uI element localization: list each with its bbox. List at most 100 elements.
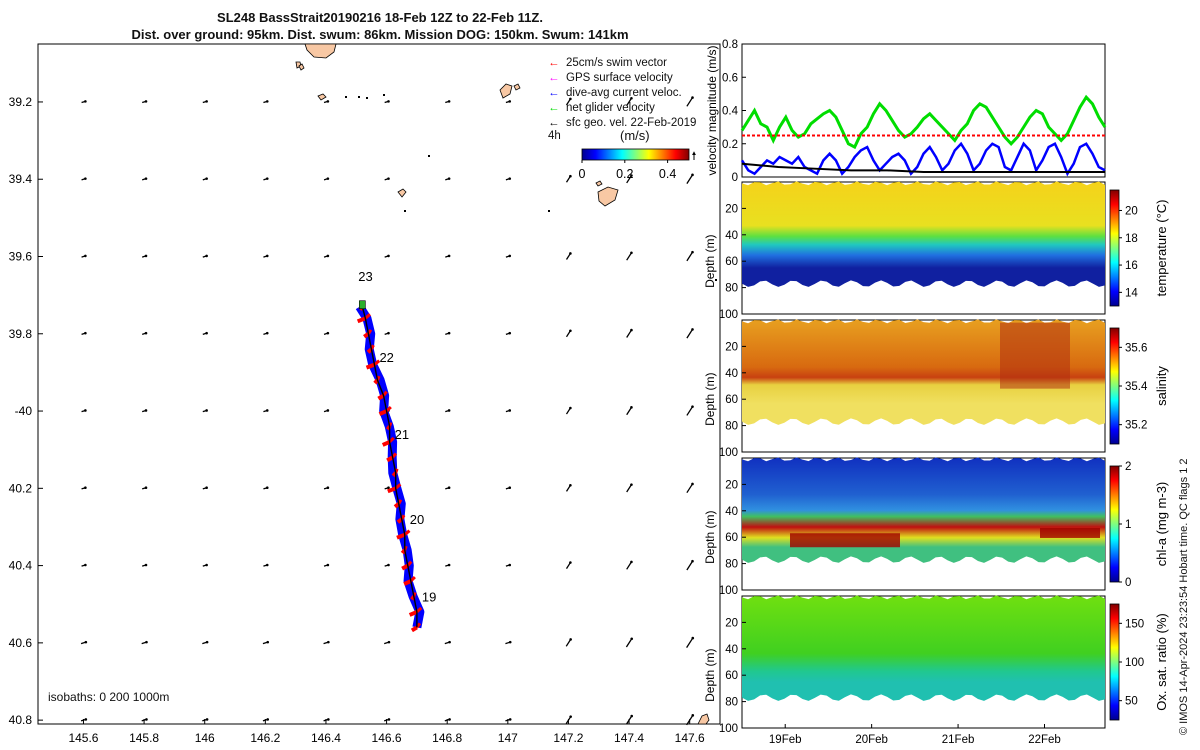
arrow-head: [205, 177, 208, 180]
y-tick-label: 39.8: [9, 327, 33, 341]
arrow-head: [387, 331, 390, 335]
isobaths-label: isobaths: 0 200 1000m: [48, 690, 170, 704]
surface-velocity-arrow: [626, 175, 632, 184]
arrow-head: [326, 254, 330, 258]
depth-tick-label: 20: [725, 617, 738, 629]
chl-maximum-patch: [790, 533, 900, 548]
imos-credit: © IMOS 14-Apr-2024 23:23:54 Hobart time.…: [1178, 458, 1190, 735]
x-tick-label: 147.6: [675, 731, 705, 745]
surface-velocity-arrow: [686, 329, 694, 339]
colorbar-tick-label: 50: [1125, 696, 1138, 708]
x-tick-label: 147.2: [553, 731, 583, 745]
arrow-head: [326, 100, 330, 103]
swim-vector: [378, 409, 388, 416]
colorbar-tick-label: 1: [1125, 519, 1131, 531]
arrow-head: [266, 640, 270, 644]
day-label: 22: [379, 350, 393, 365]
arrow-head: [447, 177, 451, 180]
arrow-head: [205, 100, 208, 103]
arrow-head: [691, 250, 694, 254]
arrow-head: [144, 486, 148, 490]
colorbar-label: Ox. sat. ratio (%): [1154, 613, 1169, 711]
swim-vector: [385, 405, 392, 413]
arrow-head: [326, 177, 330, 180]
arrow-head: [447, 563, 451, 567]
velocity-series-line: [740, 141, 1106, 177]
arrow-head: [447, 100, 451, 103]
surface-velocity-arrow: [686, 174, 694, 184]
colorbar-tick-label: 100: [1125, 657, 1144, 669]
depth-ylabel: Depth (m): [703, 235, 717, 288]
colorbar: [1109, 465, 1120, 583]
arrow-head: [205, 563, 208, 567]
arrow-head: [265, 563, 269, 567]
surface-velocity-arrow: [625, 638, 633, 648]
arrow-head: [327, 640, 330, 644]
y-tick-label: 0.2: [722, 139, 738, 151]
depth-tick-label: 100: [719, 585, 738, 597]
depth-tick-label: 60: [725, 532, 738, 544]
swim-vector: [377, 393, 385, 401]
arrow-head: [205, 331, 208, 335]
heatmap-field: [742, 181, 1105, 287]
arrow-head: [569, 561, 572, 564]
colorbar-units: (m/s): [620, 128, 650, 143]
day-label: 21: [395, 427, 409, 442]
day-label: 23: [358, 269, 372, 284]
arrow-head: [691, 405, 694, 408]
arrow-head: [508, 718, 512, 721]
surface-velocity-arrow: [626, 97, 632, 107]
depth-tick-label: 100: [719, 447, 738, 459]
depth-ylabel: Depth (m): [703, 511, 717, 564]
legend-label: 25cm/s swim vector: [566, 57, 667, 69]
arrow-head: [630, 96, 633, 100]
high-salinity-patch: [1000, 322, 1070, 389]
arrow-head: [84, 254, 87, 258]
x-tick-label: 146.6: [372, 731, 402, 745]
depth-tick-label: 40: [725, 644, 738, 656]
arrow-head: [448, 640, 451, 644]
x-tick-label: 146: [195, 731, 215, 745]
arrow-head: [508, 409, 512, 412]
arrow-head: [144, 331, 148, 335]
arrow-head: [691, 559, 694, 563]
surface-velocity-arrow: [626, 406, 632, 416]
y-tick-label: 39.2: [9, 95, 33, 109]
colorbar-tick-label: 0.4: [659, 167, 676, 181]
arrow-head: [387, 486, 390, 490]
map-y-axis: 39.2 39.4 39.6 39.8 -40 40.2 40.4 40.6 40.8: [9, 95, 43, 727]
arrow-head: [447, 331, 451, 335]
depth-tick-label: 40: [725, 230, 738, 242]
arrow-head: [508, 254, 512, 258]
red-arrow-icon: ←: [548, 57, 560, 69]
time-axis: 19Feb 20Feb 21Feb 22Feb: [769, 724, 1061, 746]
swim-vector: [403, 529, 411, 536]
colorbar-tick-label: 2: [1125, 461, 1131, 473]
swim-vector: [415, 606, 423, 614]
depth-tick-label: 80: [725, 283, 738, 295]
arrow-head: [630, 714, 634, 718]
arrow-head: [569, 715, 572, 718]
colorbar-tick-label: 20: [1125, 205, 1138, 217]
colorbar: [1109, 603, 1120, 721]
legend-item-gps: ← GPS surface velocity: [548, 71, 696, 86]
depth-tick-label: 20: [725, 479, 738, 491]
small-island-dots: [345, 94, 717, 281]
arrow-head: [447, 409, 451, 412]
arrow-head: [630, 406, 633, 409]
y-tick-label: 39.4: [9, 172, 33, 186]
arrow-head: [387, 718, 391, 721]
legend-item-net: ← net glider velocity: [548, 101, 696, 116]
legend-item-swim: ← 25cm/s swim vector: [548, 56, 696, 71]
depth-tick-label: 40: [725, 368, 738, 380]
map-legend: ← 25cm/s swim vector ← GPS surface velocit…: [548, 56, 696, 143]
velocity-frame: [741, 43, 1106, 178]
arrow-head: [569, 97, 572, 101]
colorbar-ticks: 0 0.2 0.4: [579, 160, 676, 181]
colorbar: [581, 148, 690, 161]
swim-vector: [409, 575, 416, 583]
arrow-head: [569, 252, 572, 255]
surface-velocity-arrow: [686, 406, 694, 416]
